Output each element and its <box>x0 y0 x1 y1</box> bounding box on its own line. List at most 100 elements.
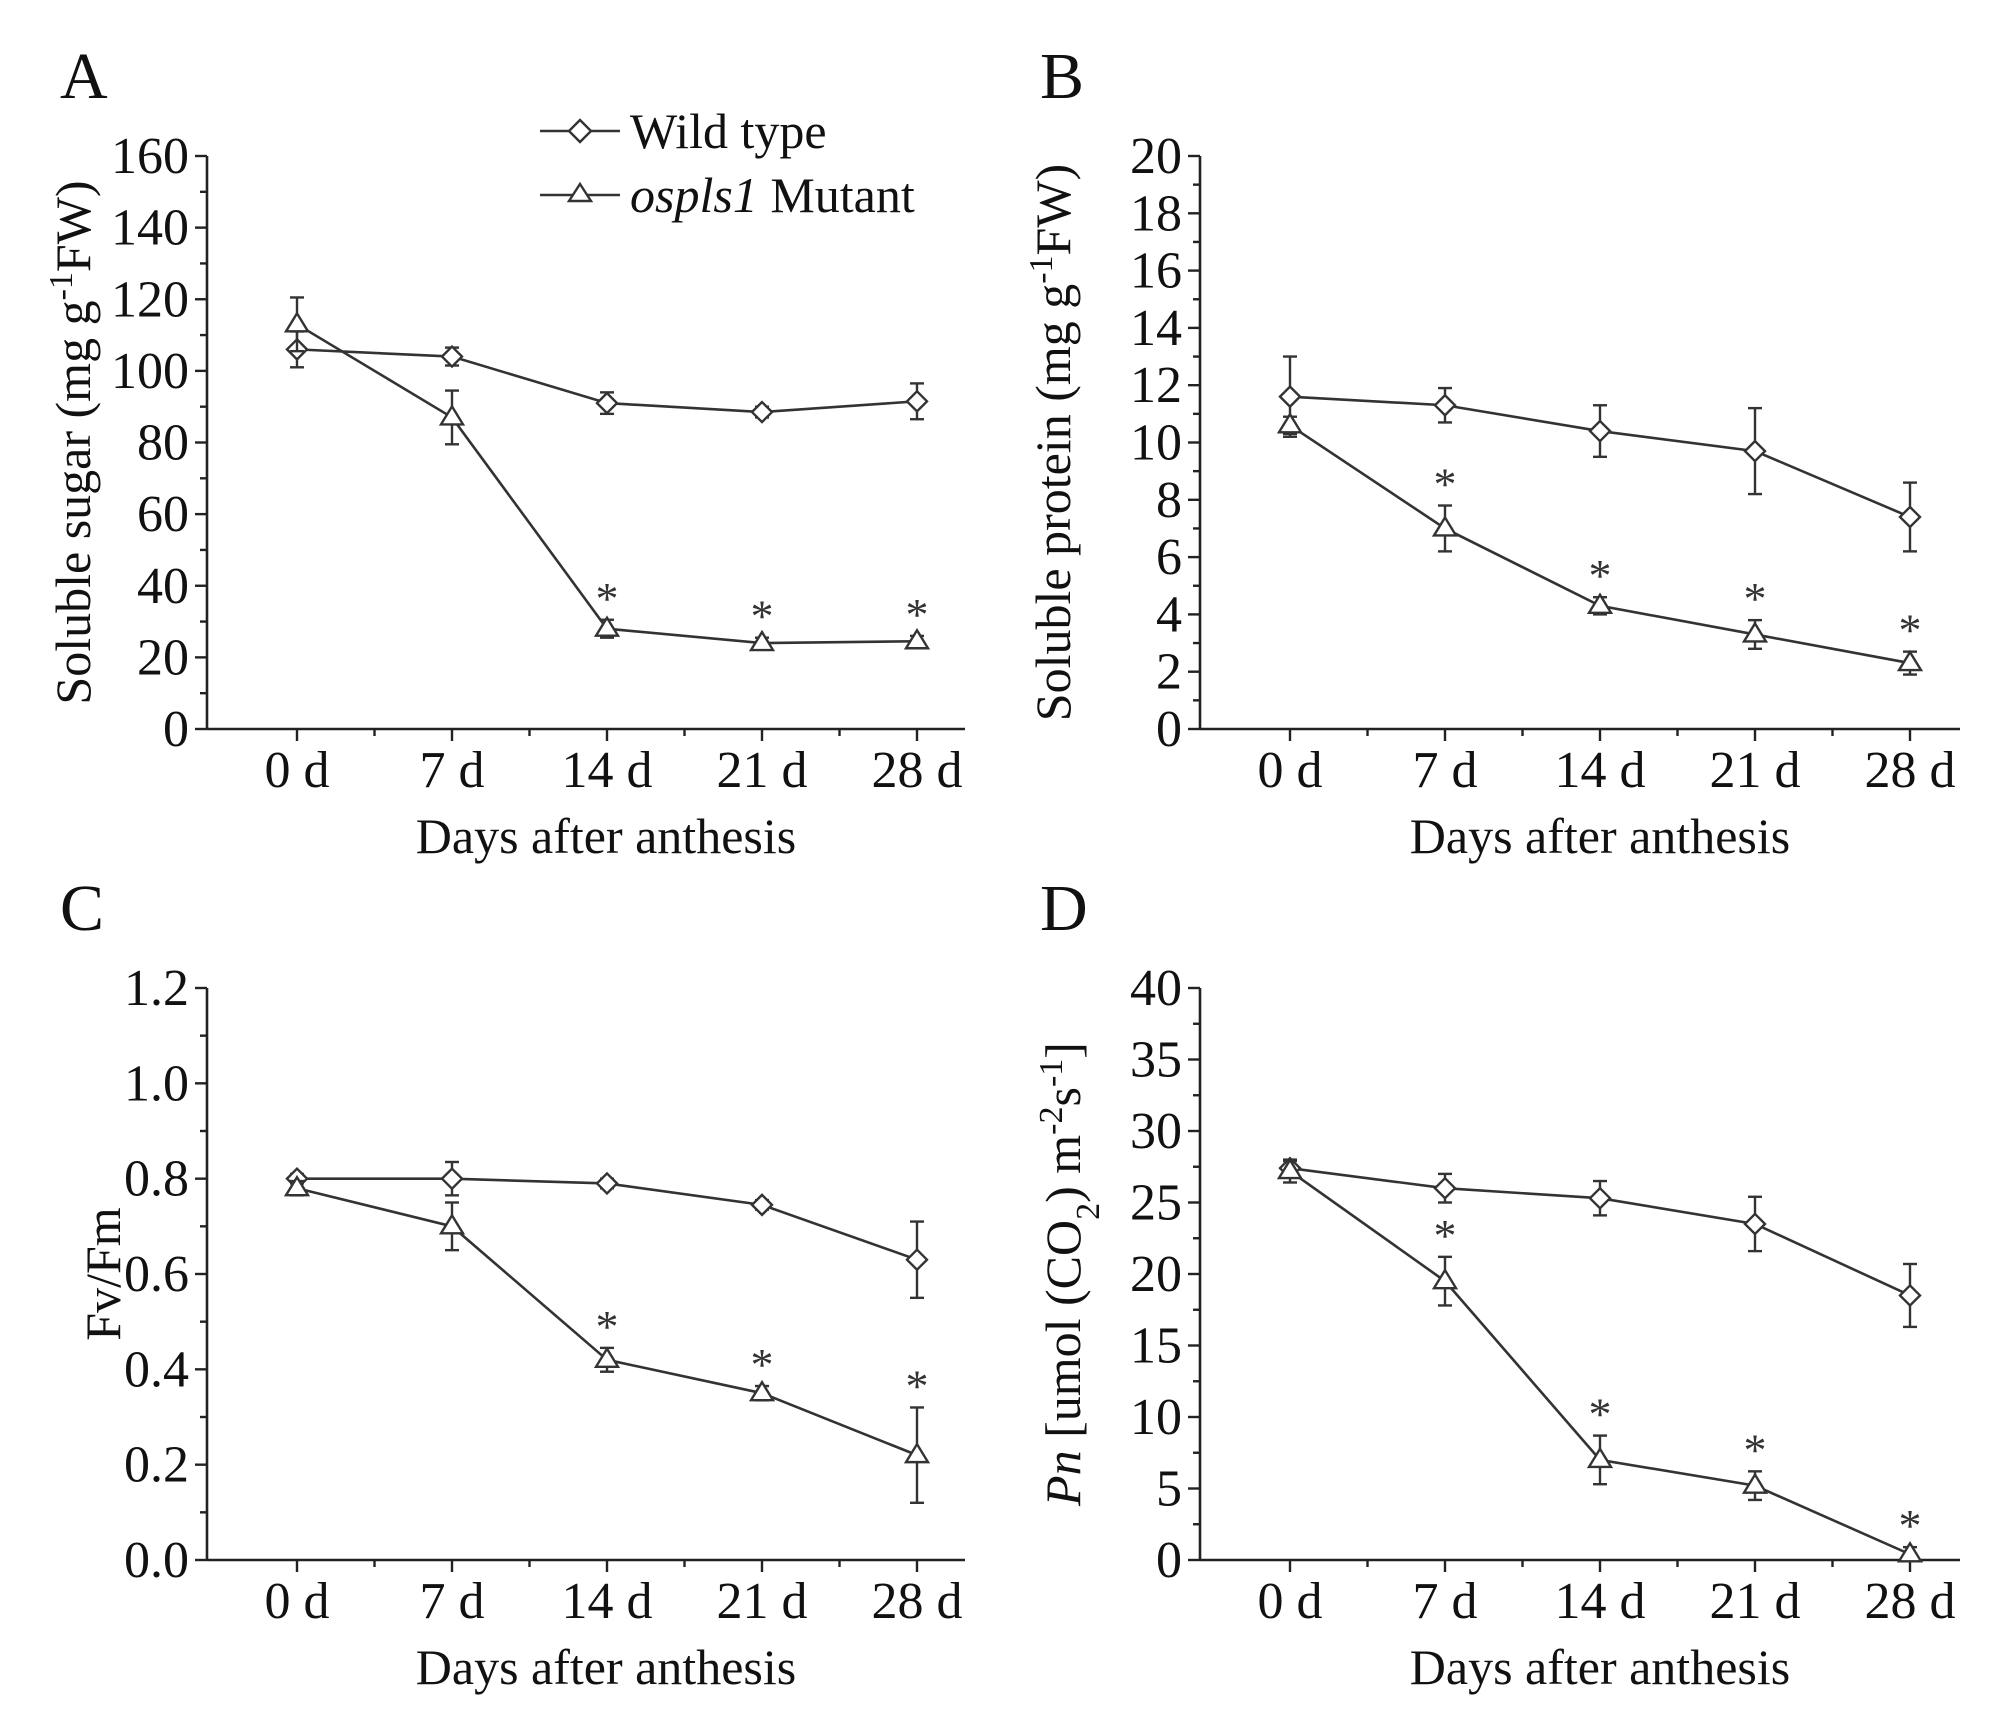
panel-a: A 0 20 40 60 80 100 120 140 160 0 d 7 d 14 d 21 d 28 d… <box>43 40 965 864</box>
x-tick-label: 0 d <box>1258 1573 1323 1630</box>
x-tick-label: 0 d <box>265 742 330 799</box>
x-tick-label: 14 d <box>1555 742 1646 799</box>
x-tick-label: 28 d <box>872 742 963 799</box>
y-tick-label: 0.2 <box>124 1437 189 1494</box>
series-wild-type <box>285 1160 929 1300</box>
significance-star: * <box>596 1301 619 1352</box>
y-tick-label: 25 <box>1130 1175 1182 1232</box>
series-ospls1-mutant: * * * <box>283 296 931 652</box>
data-point-diamond <box>595 391 619 415</box>
significance-star: * <box>1899 1500 1922 1551</box>
legend-wild-type-marker <box>567 118 593 144</box>
y-tick-label: 0.6 <box>124 1246 189 1303</box>
y-tick-label: 0.8 <box>124 1151 189 1208</box>
panel-d: D 0 5 10 15 20 25 30 35 40 0 d 7 d 14 d 21 d 28 d Days … <box>1033 872 1960 1695</box>
x-tick-label: 7 d <box>420 742 485 799</box>
data-point-diamond <box>1433 1176 1457 1200</box>
x-tick-label: 7 d <box>1413 742 1478 799</box>
x-tick-label: 28 d <box>872 1573 963 1630</box>
data-point-triangle <box>593 615 621 637</box>
data-point-triangle <box>748 629 776 652</box>
significance-star: * <box>1744 573 1767 624</box>
significance-star: * <box>1434 459 1457 510</box>
legend-mutant-label: ospls1 Mutant <box>630 167 915 223</box>
x-axis-title: Days after anthesis <box>416 808 796 864</box>
data-point-diamond <box>1278 384 1302 409</box>
y-axis-title-text: Fv/Fm <box>75 1207 131 1341</box>
data-point-triangle <box>438 1213 466 1235</box>
y-tick-label: 12 <box>1130 357 1182 414</box>
data-point-triangle <box>283 311 311 333</box>
panel-letter: D <box>1040 872 1088 945</box>
data-point-diamond <box>440 344 464 369</box>
data-point-triangle <box>1431 515 1459 537</box>
y-tick-label: 18 <box>1130 185 1182 242</box>
y-tick-label: 100 <box>111 343 189 400</box>
y-tick-label: 20 <box>137 629 189 686</box>
y-axis-title-subscript: 2 <box>1070 1203 1107 1220</box>
legend-mutant-marker <box>566 181 594 203</box>
data-point-diamond <box>750 1193 774 1217</box>
data-point-diamond <box>905 389 929 414</box>
y-axis-title: Soluble sugar (mg g-1FW) <box>43 180 102 704</box>
significance-star: * <box>751 1339 774 1390</box>
data-point-diamond <box>905 1248 929 1272</box>
data-point-diamond <box>1743 1212 1767 1236</box>
series-line <box>1289 424 1911 665</box>
series-ospls1-mutant: * * * * <box>1276 412 1924 676</box>
y-tick-label: 0.4 <box>124 1341 189 1398</box>
x-tick-label: 14 d <box>562 1573 653 1630</box>
y-axis-title-text: ] <box>1035 1042 1091 1059</box>
y-tick-label: 5 <box>1156 1461 1182 1518</box>
data-point-diamond <box>1588 1186 1612 1210</box>
y-tick-label: 14 <box>1130 300 1182 357</box>
significance-star: * <box>1744 1424 1767 1475</box>
y-tick-label: 10 <box>1130 1389 1182 1446</box>
data-point-diamond <box>750 400 774 424</box>
y-tick-label: 2 <box>1156 644 1182 701</box>
y-tick-label: 0 <box>1156 1532 1182 1589</box>
data-point-diamond <box>1433 393 1457 417</box>
series-ospls1-mutant: * * * * <box>1276 1157 1924 1563</box>
y-tick-label: 140 <box>111 200 189 257</box>
x-axis-title: Days after anthesis <box>1410 808 1790 864</box>
series-line <box>1289 1169 1911 1556</box>
panel-c: C 0.0 0.2 0.4 0.6 0.8 1.0 1.2 0 d 7 d 14 d 21 d 28 d… <box>60 872 965 1695</box>
x-tick-label: 7 d <box>1413 1573 1478 1630</box>
y-axis-title: Pn [umol (CO2) m-2s-1] <box>1033 1042 1107 1507</box>
x-tick-label: 7 d <box>420 1573 485 1630</box>
y-axis-title-superscript: -1 <box>43 272 80 300</box>
data-point-triangle <box>1586 592 1614 615</box>
significance-star: * <box>596 573 619 624</box>
significance-star: * <box>1589 550 1612 601</box>
x-tick-label: 21 d <box>1710 742 1801 799</box>
data-point-triangle <box>1276 1157 1304 1180</box>
y-tick-label: 20 <box>1130 1246 1182 1303</box>
panel-letter: A <box>60 40 108 113</box>
x-axis-title: Days after anthesis <box>1410 1639 1790 1695</box>
data-point-diamond <box>595 1171 619 1196</box>
y-tick-label: 4 <box>1156 586 1182 643</box>
series-wild-type <box>1278 1156 1922 1329</box>
data-point-triangle <box>1431 1267 1459 1290</box>
y-axis-title-unit: FW) <box>45 180 101 272</box>
y-tick-label: 40 <box>137 558 189 615</box>
y-axis-title-text: Soluble protein (mg g <box>1025 284 1081 721</box>
legend-mutant-italic: ospls1 <box>630 167 758 223</box>
y-axis-title-italic: Pn <box>1035 1450 1091 1507</box>
data-point-triangle <box>1741 1472 1769 1494</box>
y-axis-title-text: [umol (CO <box>1035 1220 1091 1451</box>
y-axis-title-text: s <box>1035 1087 1091 1106</box>
y-tick-label: 0 <box>1156 701 1182 758</box>
panel-letter: C <box>60 872 104 945</box>
significance-star: * <box>1589 1389 1612 1440</box>
x-tick-label: 21 d <box>717 1573 808 1630</box>
x-tick-label: 21 d <box>717 742 808 799</box>
y-axis-title-superscript: -1 <box>1033 1059 1070 1087</box>
x-axis-title: Days after anthesis <box>416 1639 796 1695</box>
x-tick-label: 28 d <box>1865 1573 1956 1630</box>
y-tick-label: 120 <box>111 271 189 328</box>
